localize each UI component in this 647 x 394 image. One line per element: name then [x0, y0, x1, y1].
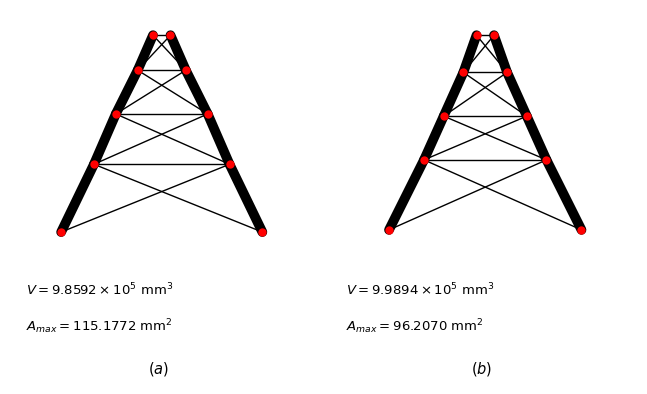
Text: $A_{max} = 96.2070\ \mathrm{mm}^2$: $A_{max} = 96.2070\ \mathrm{mm}^2$: [346, 317, 484, 336]
Text: $(b)$: $(b)$: [471, 360, 493, 378]
Text: $(a)$: $(a)$: [148, 360, 169, 378]
Text: $A_{max} = 115.1772\ \mathrm{mm}^2$: $A_{max} = 115.1772\ \mathrm{mm}^2$: [26, 317, 173, 336]
Text: $V = 9.8592 \times 10^5\ \mathrm{mm}^3$: $V = 9.8592 \times 10^5\ \mathrm{mm}^3$: [26, 282, 173, 298]
Text: $V = 9.9894 \times 10^5\ \mathrm{mm}^3$: $V = 9.9894 \times 10^5\ \mathrm{mm}^3$: [346, 282, 495, 298]
